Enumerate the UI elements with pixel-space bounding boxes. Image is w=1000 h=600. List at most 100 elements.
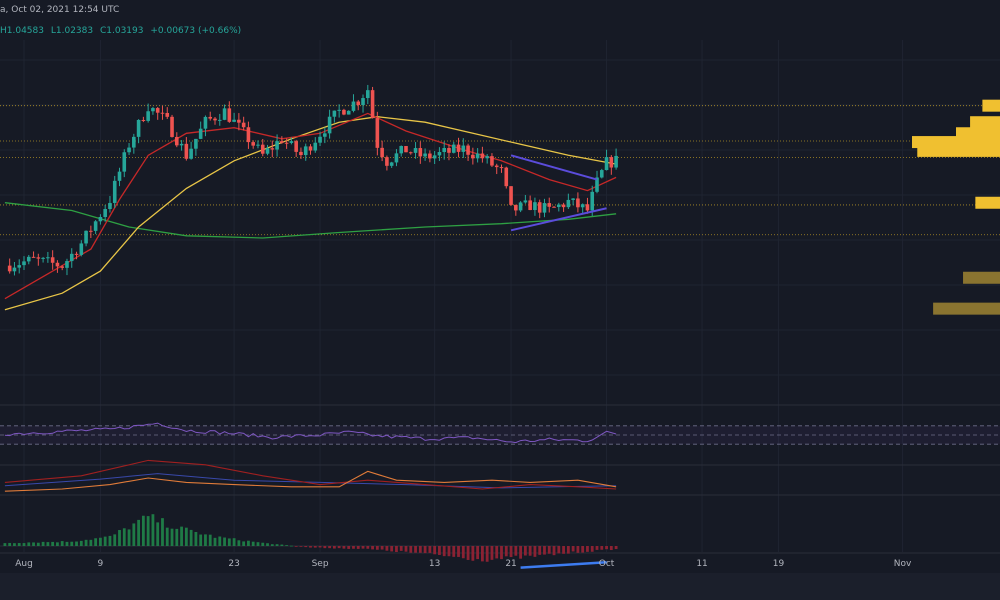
rsi-pane [0, 422, 1000, 445]
x-tick-label-1: 9 [98, 559, 104, 569]
volume-profile [912, 99, 1000, 315]
histogram-bar-84 [404, 546, 408, 552]
candle-body-28 [141, 119, 146, 121]
histogram-bar-121 [581, 546, 585, 553]
histogram-bar-53 [256, 542, 260, 546]
histogram-bar-56 [270, 544, 274, 546]
candle-body-5 [31, 256, 36, 258]
candle-body-82 [399, 146, 404, 154]
histogram-bar-92 [442, 546, 446, 557]
x-tick-label-9: Nov [894, 559, 912, 569]
histogram-bar-6 [32, 542, 35, 546]
candle-body-63 [308, 146, 313, 151]
candle-body-99 [480, 153, 485, 159]
candle-body-116 [561, 204, 566, 208]
histogram-bar-52 [251, 541, 255, 546]
candle-body-96 [466, 145, 470, 155]
histogram-bar-36 [175, 528, 179, 546]
histogram-bar-61 [294, 546, 298, 547]
histogram-bar-54 [261, 542, 265, 546]
histogram-bar-110 [528, 546, 532, 556]
histogram-bar-91 [438, 546, 441, 555]
candle-body-70 [342, 109, 346, 115]
histogram-bar-31 [151, 514, 155, 546]
candle-body-11 [60, 266, 64, 268]
candle-body-24 [122, 152, 127, 172]
histogram-bar-98 [471, 546, 475, 561]
histogram-bar-71 [342, 546, 346, 549]
candle-body-64 [313, 142, 318, 151]
histogram-bar-85 [409, 546, 413, 553]
histogram-bar-16 [79, 540, 83, 546]
histogram-bar-50 [242, 541, 246, 546]
histogram-bar-99 [476, 546, 480, 560]
candle-body-122 [590, 191, 595, 211]
candle-body-51 [251, 142, 255, 146]
candle-body-125 [604, 157, 609, 171]
candle-body-46 [227, 108, 232, 122]
candle-body-1 [12, 267, 17, 272]
histogram-bar-7 [36, 542, 40, 546]
candle-body-30 [151, 108, 155, 112]
histogram-bar-103 [495, 546, 499, 559]
candle-body-106 [514, 204, 518, 211]
candle-body-25 [127, 147, 131, 153]
histogram-bar-70 [337, 546, 341, 549]
histogram-bar-41 [199, 534, 203, 546]
candle-body-60 [294, 141, 298, 152]
histogram-bar-88 [423, 546, 427, 554]
histogram-pane [0, 514, 618, 569]
candle-body-49 [241, 122, 246, 128]
candle-body-40 [198, 128, 203, 139]
histogram-bar-112 [538, 546, 542, 555]
candle-body-10 [55, 262, 60, 267]
histogram-bar-14 [70, 541, 74, 546]
histogram-bar-24 [118, 530, 121, 546]
histogram-bar-62 [299, 546, 303, 547]
volume-profile-bar-4 [917, 144, 1000, 157]
candle-body-34 [170, 116, 174, 137]
histogram-bar-8 [41, 541, 45, 546]
candle-body-29 [146, 111, 150, 121]
histogram-bar-105 [504, 546, 508, 557]
x-tick-label-7: 11 [696, 559, 707, 569]
histogram-bar-107 [514, 546, 518, 556]
candle-body-126 [609, 157, 614, 168]
candle-body-83 [404, 146, 408, 153]
histogram-bar-83 [399, 546, 403, 551]
candle-body-3 [22, 261, 26, 266]
candle-body-13 [69, 253, 74, 262]
candle-body-8 [46, 257, 50, 259]
candle-body-72 [351, 101, 356, 111]
histogram-bar-47 [227, 538, 231, 546]
candle-body-94 [456, 144, 461, 152]
histogram-bar-119 [571, 546, 575, 552]
histogram-bar-118 [566, 546, 570, 554]
histogram-bar-76 [366, 546, 370, 549]
candle-body-76 [370, 90, 375, 119]
candle-body-39 [194, 138, 198, 149]
candle-body-41 [203, 116, 208, 129]
histogram-bar-96 [461, 546, 465, 559]
candle-body-117 [566, 199, 571, 208]
histogram-bar-126 [605, 546, 608, 550]
histogram-bar-127 [609, 546, 613, 551]
candle-body-26 [132, 136, 136, 148]
candle-body-105 [509, 186, 513, 205]
histogram-bar-17 [84, 539, 88, 546]
candle-body-27 [136, 119, 141, 137]
candle-body-50 [246, 127, 251, 143]
histogram-bar-43 [208, 534, 212, 546]
histogram-bar-100 [481, 546, 484, 562]
candle-body-21 [108, 202, 112, 210]
candle-body-48 [237, 119, 241, 123]
histogram-bar-90 [433, 546, 437, 555]
candle-body-113 [547, 203, 552, 207]
histogram-bar-81 [390, 546, 394, 552]
candle-body-100 [485, 156, 489, 159]
candle-body-109 [528, 200, 532, 211]
oscillator-pane [4, 459, 617, 492]
histogram-bar-4 [22, 543, 26, 546]
candles [7, 84, 618, 276]
